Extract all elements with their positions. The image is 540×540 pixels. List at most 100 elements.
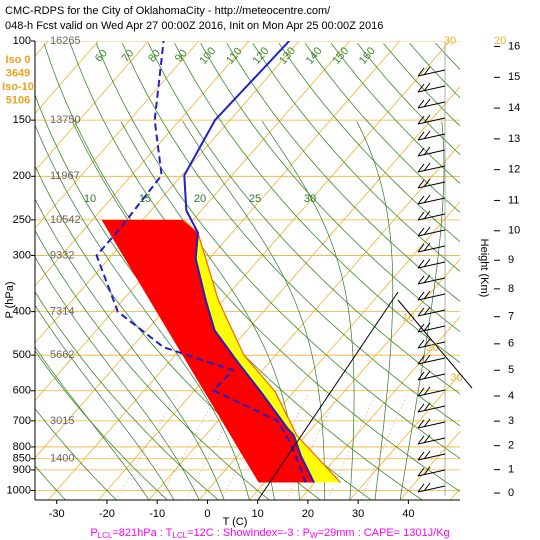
- isotherm-label: 10: [402, 312, 414, 324]
- barb-flag: [417, 147, 425, 157]
- barb-flag: [417, 83, 425, 93]
- dry-adiabat: [35, 407, 117, 500]
- y-tick-label: 300: [13, 249, 31, 261]
- barb: [417, 405, 446, 413]
- barb-flag: [423, 114, 431, 124]
- mixing-ratio-line: [327, 394, 376, 500]
- mixing-ratio-line: [115, 394, 177, 500]
- barb-flag: [417, 291, 425, 301]
- iso-note: 3649: [6, 67, 30, 79]
- barb: [417, 197, 446, 205]
- barb: [417, 261, 446, 269]
- height-label: 7314: [50, 306, 74, 318]
- footer-text: =29mm : CAPE= 1301J/Kg: [318, 527, 450, 539]
- barb: [417, 373, 446, 381]
- x-tick-label: -20: [99, 508, 115, 520]
- x-tick-label: -30: [49, 508, 65, 520]
- chart-title: CMC-RDPS for the City of OklahomaCity - …: [5, 5, 331, 17]
- barb: [417, 277, 446, 285]
- boundary-line: [257, 291, 399, 501]
- barb-flag: [423, 210, 431, 220]
- wind-barbs: [417, 44, 446, 496]
- footer: PLCL=821hPa : TLCL=12C : ShowIndex=-3 : …: [90, 527, 449, 540]
- barb-flag: [417, 227, 425, 237]
- barb-flag: [423, 418, 431, 428]
- dewpoint-line: [95, 41, 307, 483]
- barb-flag: [417, 259, 425, 269]
- barb-flag: [423, 306, 431, 316]
- y2-tick-label: 7: [508, 311, 514, 323]
- barb: [417, 213, 446, 221]
- y2-tick-label: 10: [508, 225, 520, 237]
- barb-flag: [423, 146, 431, 156]
- footer-text: P: [90, 527, 97, 539]
- isotherm: [35, 41, 300, 344]
- barb: [417, 133, 446, 141]
- barb-flag: [417, 419, 425, 429]
- isotherm: [35, 41, 250, 287]
- barb-flag: [423, 194, 431, 204]
- iso-note: Iso-10: [2, 81, 34, 93]
- barb-flag: [417, 467, 425, 477]
- dry-adiabat: [121, 43, 460, 427]
- barb-flag: [423, 402, 431, 412]
- barb-flag: [417, 67, 425, 77]
- barb: [417, 165, 446, 173]
- x-tick-label: 10: [252, 508, 264, 520]
- cape-area: [101, 219, 341, 483]
- y-tick-label: 500: [13, 349, 31, 361]
- positive-area: [183, 219, 341, 483]
- y-tick-label: 800: [13, 441, 31, 453]
- moist-adiabat: [35, 304, 175, 500]
- y-tick-label: 150: [13, 114, 31, 126]
- isotherm: [249, 258, 460, 500]
- barb: [417, 437, 446, 445]
- barb: [417, 485, 446, 493]
- barb: [417, 181, 446, 189]
- isotherm: [98, 86, 460, 500]
- barb-flag: [417, 179, 425, 189]
- y2-axis-label: Height (Km): [478, 239, 490, 298]
- isotherm: [35, 41, 200, 229]
- y2-tick-label: 3: [508, 415, 514, 427]
- dry-adiabat: [200, 43, 460, 333]
- x-tick-label: 40: [402, 508, 414, 520]
- dry-adiabat: [356, 42, 460, 156]
- x-tick-label: -10: [149, 508, 165, 520]
- y2-tick-label: 16: [508, 40, 520, 52]
- barb: [417, 357, 446, 365]
- x-tick-label: 0: [204, 508, 210, 520]
- height-label: 10542: [50, 214, 81, 226]
- barb-flag: [417, 339, 425, 349]
- boundary-line: [397, 299, 473, 389]
- barb: [417, 117, 446, 125]
- moist-adiabat: [35, 256, 200, 500]
- barb: [417, 453, 446, 461]
- barb-flag: [423, 290, 431, 300]
- y2-tick-label: 12: [508, 164, 520, 176]
- isotherm-label: 20: [494, 35, 506, 47]
- barb-flag: [423, 354, 431, 364]
- isotherm: [35, 41, 149, 172]
- x-tick-label: 30: [352, 508, 364, 520]
- moist-adiabat-label: 20: [194, 193, 206, 205]
- y-tick-label: 400: [13, 306, 31, 318]
- iso-note: 5106: [6, 94, 30, 106]
- y2-tick-label: 5: [508, 364, 514, 376]
- moist-adiabat-label: 30: [304, 193, 316, 205]
- moist-adiabat-label: 10: [84, 193, 96, 205]
- barb: [417, 229, 446, 237]
- barb-flag: [417, 307, 425, 317]
- barb: [417, 69, 446, 77]
- footer-subscript: W: [310, 531, 318, 540]
- x-tick-label: 20: [302, 508, 314, 520]
- barb-flag: [417, 403, 425, 413]
- y2-tick-label: 6: [508, 338, 514, 350]
- barb-flag: [417, 243, 425, 253]
- barb-flag: [423, 274, 431, 284]
- barb: [417, 325, 446, 333]
- barb-flag: [417, 275, 425, 285]
- barb-flag: [417, 387, 425, 397]
- y-axis-label: P (hPa): [4, 281, 16, 318]
